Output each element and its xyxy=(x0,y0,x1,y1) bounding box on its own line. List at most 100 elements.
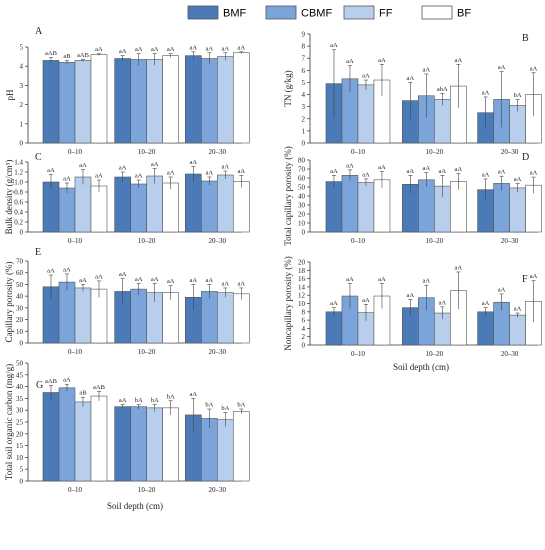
y-tick-label: 2 xyxy=(302,115,306,123)
significance-label: aA xyxy=(378,164,386,171)
x-tick-label: 10–20 xyxy=(426,350,444,358)
y-tick-label: 16 xyxy=(298,275,306,283)
x-tick-label: 20–30 xyxy=(209,348,227,356)
significance-label: bA xyxy=(205,402,213,409)
bar-bf-1 xyxy=(90,54,108,144)
y-axis-label: pH xyxy=(5,89,15,101)
x-tick-label: 10–20 xyxy=(138,237,156,245)
y-tick-label: 1 xyxy=(302,127,306,135)
significance-label: aA xyxy=(378,276,386,283)
legend-label-cbmf: CBMF xyxy=(301,8,332,20)
significance-label: aA xyxy=(362,73,370,80)
x-tick-label: 20–30 xyxy=(209,148,227,156)
significance-label: aA xyxy=(530,273,538,280)
bar-ff-2 xyxy=(146,59,163,144)
panel-letter: E xyxy=(35,247,41,258)
significance-label: abA xyxy=(437,86,448,93)
legend-label-ff: FF xyxy=(379,8,393,20)
bar-bmf-3 xyxy=(184,55,202,144)
bar-cbmf-3 xyxy=(200,58,218,144)
y-tick-label: 0 xyxy=(20,229,24,237)
bar-cbmf-1 xyxy=(58,281,76,344)
y-tick-label: 80 xyxy=(298,157,306,165)
panel-letter: D xyxy=(522,152,529,163)
significance-label: aA xyxy=(95,173,103,180)
y-tick-label: 0 xyxy=(302,342,306,350)
x-tick-label: 20–30 xyxy=(501,350,519,358)
y-tick-label: 10 xyxy=(298,300,306,308)
significance-label: aA xyxy=(237,168,245,175)
y-tick-label: 60 xyxy=(16,269,24,277)
bar-ff-2 xyxy=(434,99,451,144)
bar-ff-3 xyxy=(216,56,234,144)
x-tick-label: 0–10 xyxy=(68,237,83,245)
panel-letter: F xyxy=(522,274,528,285)
y-tick-label: 14 xyxy=(298,283,306,291)
bar-bmf-1 xyxy=(42,392,60,482)
y-tick-label: 0 xyxy=(302,140,306,148)
x-tick-label: 10–20 xyxy=(426,148,444,156)
significance-label: aAB xyxy=(45,50,58,57)
significance-label: aA xyxy=(205,277,213,284)
significance-label: aAB xyxy=(77,52,90,59)
significance-label: aA xyxy=(79,162,87,169)
bar-ff-2 xyxy=(146,407,163,482)
y-tick-label: 9 xyxy=(302,31,306,39)
bar-bf-3 xyxy=(232,181,250,233)
bar-cbmf-2 xyxy=(418,179,435,233)
significance-label: aA xyxy=(221,45,229,52)
y-tick-label: 1.0 xyxy=(14,179,23,187)
y-tick-label: 2 xyxy=(20,101,24,109)
bar-bf-3 xyxy=(232,411,250,482)
y-tick-label: 70 xyxy=(16,258,24,266)
significance-label: aA xyxy=(151,276,159,283)
significance-label: aA xyxy=(205,45,213,52)
legend-label-bmf: BMF xyxy=(223,8,247,20)
y-tick-label: 50 xyxy=(16,360,24,368)
x-axis-title-left: Soil depth (cm) xyxy=(107,501,163,511)
panel-letter: B xyxy=(522,33,529,44)
significance-label: bA xyxy=(514,92,522,99)
bar-ff-3 xyxy=(216,419,234,482)
y-tick-label: 7 xyxy=(302,55,306,63)
bar-cbmf-3 xyxy=(200,291,218,344)
y-tick-label: 40 xyxy=(298,193,306,201)
y-tick-label: 6 xyxy=(302,317,306,325)
bar-bf-3 xyxy=(232,52,250,144)
significance-label: aA xyxy=(330,300,338,307)
y-tick-label: 20 xyxy=(16,430,24,438)
significance-label: aA xyxy=(346,276,354,283)
significance-label: aA xyxy=(221,280,229,287)
significance-label: aA xyxy=(119,48,127,55)
bar-bmf-2 xyxy=(114,406,131,482)
significance-label: aA xyxy=(237,280,245,287)
significance-label: aA xyxy=(482,89,490,96)
y-tick-label: 0.2 xyxy=(14,219,23,227)
bar-cbmf-1 xyxy=(341,175,359,233)
significance-label: bA xyxy=(167,393,175,400)
bar-ff-1 xyxy=(357,182,375,233)
x-tick-label: 20–30 xyxy=(209,486,227,494)
significance-label: aA xyxy=(63,266,71,273)
bar-cbmf-3 xyxy=(493,183,510,233)
bar-cbmf-3 xyxy=(200,180,218,233)
panel-b: 0 1 2 3 4 5 6 7 8 9 TN (g/kg) BaA aA aA aA 0–10 aA aA abA a… xyxy=(283,31,542,156)
significance-label: aA xyxy=(530,170,538,177)
y-tick-label: 6 xyxy=(302,67,306,75)
significance-label: aA xyxy=(63,377,71,384)
y-tick-label: 3 xyxy=(302,103,306,111)
significance-label: aA xyxy=(482,300,490,307)
y-tick-label: 4 xyxy=(302,91,306,99)
significance-label: bA xyxy=(151,397,159,404)
significance-label: aA xyxy=(530,65,538,72)
y-tick-label: 0.6 xyxy=(14,199,23,207)
bar-ff-2 xyxy=(146,175,163,233)
significance-label: aA xyxy=(189,277,197,284)
significance-label: aA xyxy=(362,171,370,178)
x-tick-label: 10–20 xyxy=(138,486,156,494)
y-tick-label: 18 xyxy=(298,267,306,275)
significance-label: aA xyxy=(378,57,386,64)
significance-label: aA xyxy=(455,264,463,271)
legend-label-bf: BF xyxy=(457,8,471,20)
